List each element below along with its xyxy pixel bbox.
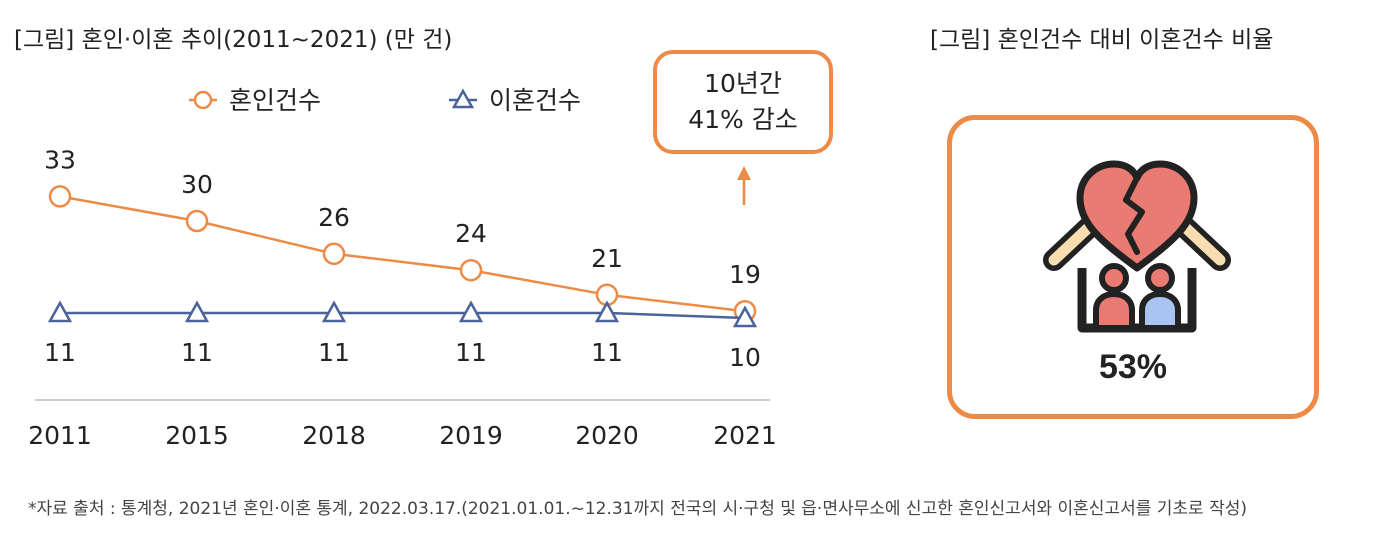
divorce-point xyxy=(732,305,758,328)
divorce-data-label: 11 xyxy=(44,338,76,367)
divorce-point xyxy=(184,300,210,323)
callout-line1: 10년간 xyxy=(704,69,782,98)
source-note: *자료 출처 : 통계청, 2021년 혼인·이혼 통계, 2022.03.17… xyxy=(28,499,1247,519)
series-line-1 xyxy=(60,311,746,320)
x-tick-label: 2018 xyxy=(302,421,366,450)
marriage-data-label: 21 xyxy=(591,244,623,273)
marriage-data-label: 19 xyxy=(729,260,761,289)
x-tick-label: 2021 xyxy=(713,421,777,450)
divorce-point xyxy=(594,300,620,323)
ratio-card: 53% xyxy=(947,115,1319,419)
divorce-data-label: 11 xyxy=(455,338,487,367)
divorce-data-label: 11 xyxy=(591,338,623,367)
marriage-data-label: 30 xyxy=(181,170,213,199)
broken-heart-house-icon xyxy=(1043,160,1231,333)
divorce-point xyxy=(47,300,73,323)
chart-title: [그림] 혼인·이혼 추이(2011~2021) (만 건) xyxy=(14,27,453,53)
marriage-point xyxy=(459,258,483,282)
ratio-value: 53% xyxy=(1098,348,1168,386)
divorce-data-label: 11 xyxy=(181,338,213,367)
ratio-title: [그림] 혼인건수 대비 이혼건수 비율 xyxy=(930,27,1274,53)
marriage-divorce-line-chart: 혼인건수 이혼건수 2011 2015 2018 2019 2020 2021 33 30 26 24… xyxy=(28,86,777,450)
callout-arrow-head xyxy=(737,166,751,180)
marriage-data-label: 24 xyxy=(455,219,487,248)
series-line-0 xyxy=(59,195,746,313)
x-tick-label: 2019 xyxy=(439,421,503,450)
decrease-callout: 10년간 41% 감소 xyxy=(653,50,833,154)
marriage-data-label: 26 xyxy=(318,203,350,232)
callout-line2: 41% 감소 xyxy=(688,105,798,134)
marriage-point xyxy=(185,209,209,233)
legend-marker-triangle xyxy=(451,88,475,109)
legend-label: 이혼건수 xyxy=(489,86,581,115)
divorce-data-label: 10 xyxy=(729,343,761,372)
legend-label: 혼인건수 xyxy=(229,86,321,115)
marriage-point xyxy=(322,242,346,266)
legend-marker-circle xyxy=(193,90,213,110)
marriage-point xyxy=(48,185,72,208)
x-tick-label: 2020 xyxy=(575,421,639,450)
x-tick-label: 2011 xyxy=(28,421,92,450)
marriage-data-label: 33 xyxy=(44,145,76,174)
x-tick-label: 2015 xyxy=(165,421,229,450)
divorce-point xyxy=(458,300,484,323)
divorce-point xyxy=(321,300,347,323)
divorce-data-label: 11 xyxy=(318,338,350,367)
